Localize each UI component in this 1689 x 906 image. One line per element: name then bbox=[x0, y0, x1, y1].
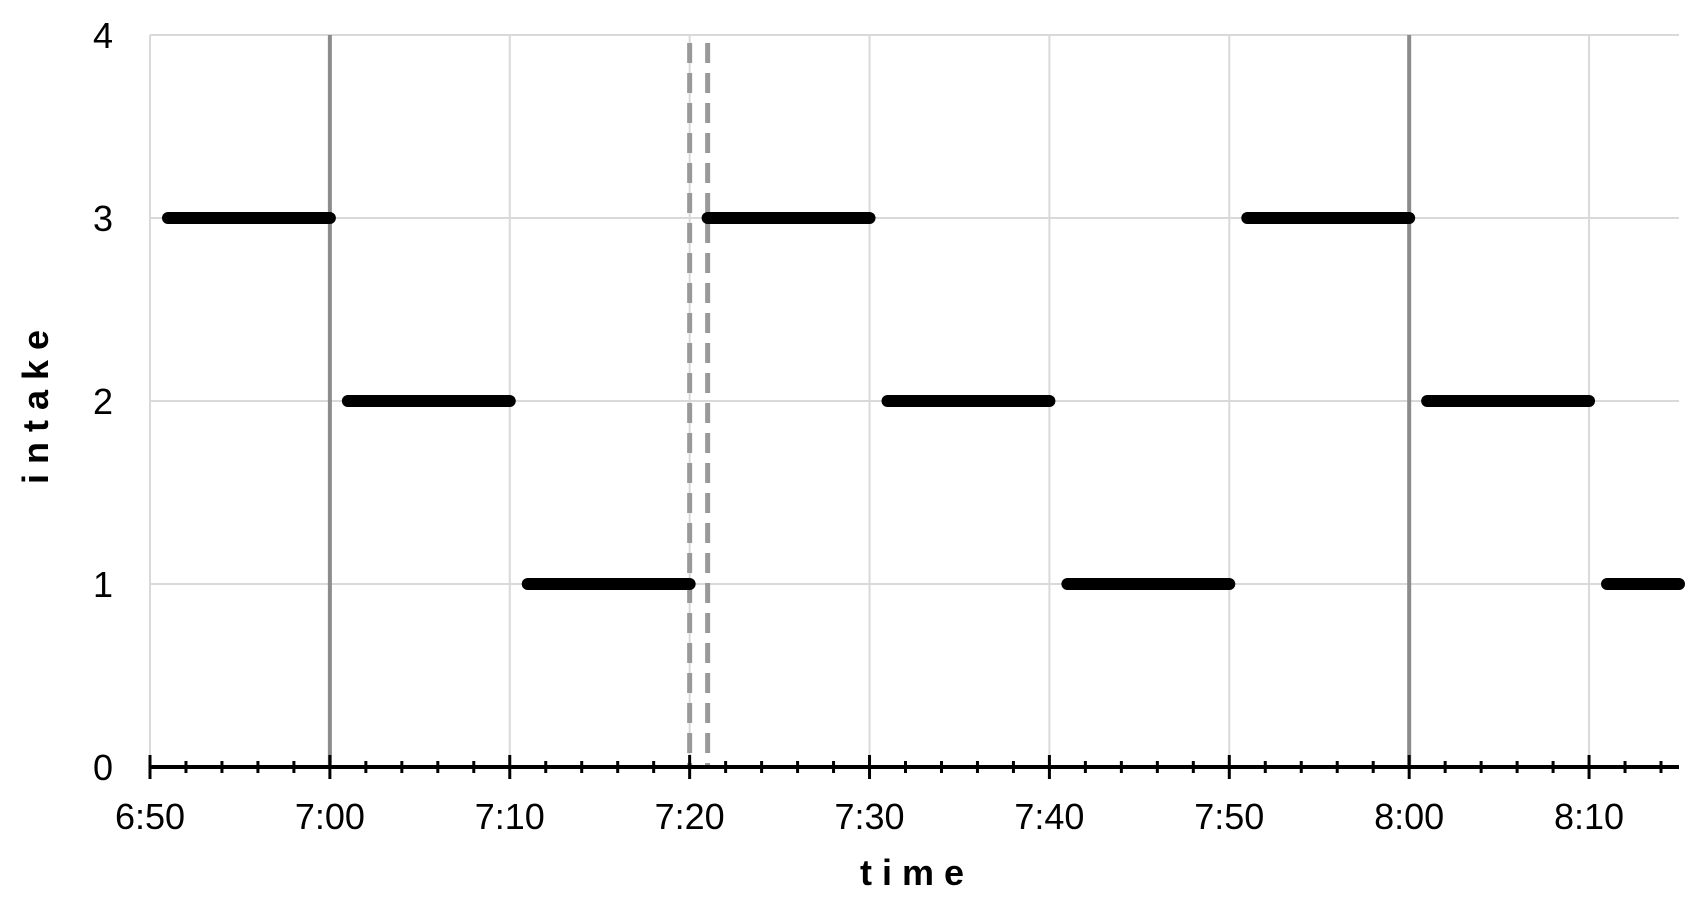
x-tick-label: 6:50 bbox=[115, 796, 185, 837]
x-axis-title: time bbox=[860, 852, 974, 893]
y-axis-title: intake bbox=[15, 320, 56, 484]
y-tick-label: 2 bbox=[93, 381, 113, 422]
reference-lines bbox=[327, 35, 1412, 767]
x-tick-label: 7:00 bbox=[295, 796, 365, 837]
tick-labels: 6:50 7:00 7:10 7:20 7:30 7:40 7:50 8:00 8:10 0 1 2 3… bbox=[93, 15, 1624, 837]
x-tick-label: 7:10 bbox=[475, 796, 545, 837]
y-tick-label: 0 bbox=[93, 747, 113, 788]
axes bbox=[148, 755, 1679, 779]
x-tick-label: 8:00 bbox=[1374, 796, 1444, 837]
y-tick-label: 3 bbox=[93, 198, 113, 239]
y-tick-label: 4 bbox=[93, 15, 113, 56]
y-tick-label: 1 bbox=[93, 564, 113, 605]
x-tick-label: 7:50 bbox=[1194, 796, 1264, 837]
x-tick-label: 7:40 bbox=[1014, 796, 1084, 837]
intake-series bbox=[161, 212, 1685, 590]
x-tick-label: 7:30 bbox=[834, 796, 904, 837]
x-tick-label: 8:10 bbox=[1554, 796, 1624, 837]
x-tick-label: 7:20 bbox=[655, 796, 725, 837]
